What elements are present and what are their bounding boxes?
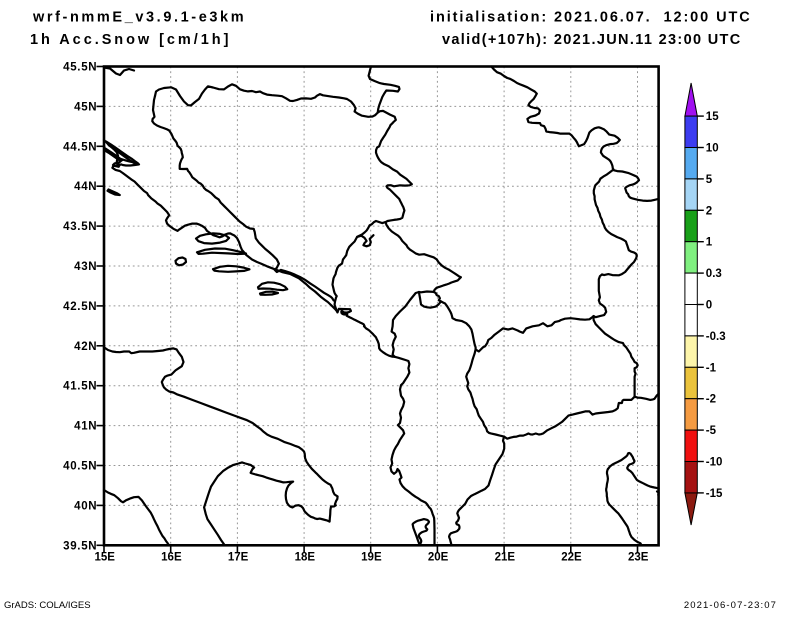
svg-text:45.5N: 45.5N xyxy=(63,62,97,74)
svg-text:44.5N: 44.5N xyxy=(63,141,97,153)
svg-text:valid(+107h): 2021.JUN.11 23:0: valid(+107h): 2021.JUN.11 23:00 UTC xyxy=(442,32,742,48)
svg-text:40.5N: 40.5N xyxy=(63,461,97,473)
svg-text:17E: 17E xyxy=(228,552,249,564)
svg-text:42.5N: 42.5N xyxy=(63,301,97,313)
svg-text:23E: 23E xyxy=(628,552,649,564)
svg-text:-2: -2 xyxy=(706,394,716,406)
svg-text:16E: 16E xyxy=(161,552,182,564)
svg-text:2021-06-07-23:07: 2021-06-07-23:07 xyxy=(684,600,777,611)
svg-text:18E: 18E xyxy=(295,552,316,564)
svg-text:45N: 45N xyxy=(74,101,97,113)
svg-text:1h Acc.Snow [cm/1h]: 1h Acc.Snow [cm/1h] xyxy=(30,32,231,48)
svg-text:41N: 41N xyxy=(74,421,97,433)
svg-text:43N: 43N xyxy=(74,261,97,273)
svg-text:-15: -15 xyxy=(706,488,723,500)
svg-text:22E: 22E xyxy=(561,552,582,564)
svg-text:43.5N: 43.5N xyxy=(63,221,97,233)
svg-text:5: 5 xyxy=(706,174,713,186)
svg-text:1: 1 xyxy=(706,237,713,249)
svg-text:40N: 40N xyxy=(74,500,97,512)
svg-text:20E: 20E xyxy=(428,552,449,564)
svg-text:-0.3: -0.3 xyxy=(706,331,726,343)
svg-text:41.5N: 41.5N xyxy=(63,381,97,393)
svg-text:44N: 44N xyxy=(74,181,97,193)
svg-text:39.5N: 39.5N xyxy=(63,540,97,552)
svg-text:15: 15 xyxy=(706,111,719,123)
svg-text:21E: 21E xyxy=(495,552,516,564)
svg-text:initialisation: 2021.06.07. 1: initialisation: 2021.06.07. 12:00 UTC xyxy=(430,10,752,26)
svg-text:0: 0 xyxy=(706,300,712,312)
svg-text:GrADS: COLA/IGES: GrADS: COLA/IGES xyxy=(4,600,91,611)
svg-text:10: 10 xyxy=(706,143,719,155)
svg-text:-10: -10 xyxy=(706,457,723,469)
svg-text:0.3: 0.3 xyxy=(706,268,722,280)
svg-text:15E: 15E xyxy=(94,552,115,564)
svg-text:wrf-nmmE_v3.9.1-e3km: wrf-nmmE_v3.9.1-e3km xyxy=(32,10,246,26)
svg-text:19E: 19E xyxy=(361,552,382,564)
svg-text:-5: -5 xyxy=(706,425,717,437)
svg-text:42N: 42N xyxy=(74,341,97,353)
svg-text:2: 2 xyxy=(706,205,712,217)
svg-text:-1: -1 xyxy=(706,362,717,374)
